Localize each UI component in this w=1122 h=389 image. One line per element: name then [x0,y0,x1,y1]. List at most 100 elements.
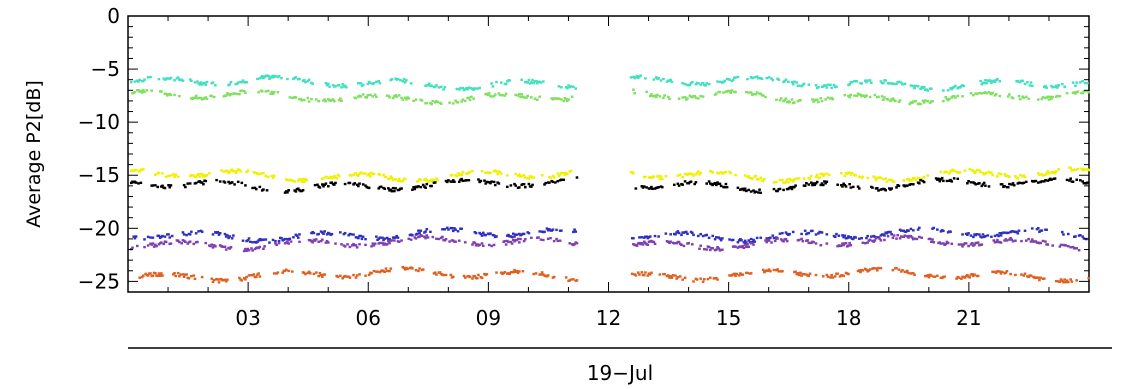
data-point [444,273,448,277]
data-point [460,173,463,177]
data-point [512,271,515,274]
data-point [1087,277,1090,280]
data-point [1022,174,1026,177]
data-point [825,180,829,183]
data-point [515,269,519,273]
data-point [546,274,550,277]
data-point [970,241,974,245]
data-point [383,237,387,240]
data-point [471,277,474,280]
data-point [737,239,741,242]
data-point [912,272,915,275]
data-point [188,182,192,185]
data-point [552,239,556,243]
data-point [1065,279,1069,282]
data-point [262,76,265,80]
data-point [474,231,478,235]
data-point [1040,180,1044,183]
data-point [782,240,785,243]
data-point [214,84,217,87]
data-point [836,272,839,275]
data-point [907,271,910,275]
data-point [1011,96,1015,100]
data-point [918,182,921,185]
data-point [820,99,824,103]
data-point [650,93,653,96]
data-point [793,80,796,83]
data-point [299,97,302,101]
data-point [530,81,533,84]
data-point [355,274,359,277]
data-point [1060,279,1064,282]
data-point [690,81,694,84]
data-point [683,96,687,99]
data-point [454,228,457,231]
data-point [330,181,334,184]
data-point [1024,180,1028,184]
data-point [384,175,388,179]
data-point [448,240,451,243]
data-point [178,275,181,278]
data-point [741,244,745,248]
data-point [974,170,978,174]
data-point [747,245,751,249]
data-point [179,273,182,276]
data-point [855,80,859,83]
data-point [401,98,405,101]
data-point [897,184,901,188]
data-point [705,233,708,237]
data-point [980,83,984,86]
data-point [245,81,248,84]
data-point [895,186,898,189]
data-point [741,187,745,190]
data-point [716,181,719,184]
y-tick-label: 0 [107,4,120,28]
data-point [1030,227,1034,230]
data-point [405,98,408,101]
data-point [134,168,138,172]
data-point [853,94,856,97]
data-point [263,245,266,248]
data-point [516,174,520,177]
data-point [161,172,164,175]
data-point [188,233,192,236]
data-point [993,80,997,83]
data-point [521,270,525,273]
data-point [778,187,782,191]
data-point [573,242,576,246]
data-point [881,98,885,101]
data-point [274,74,277,78]
data-point [775,180,778,184]
data-point [217,281,221,284]
data-point [241,239,245,242]
data-point [193,96,197,100]
data-point [503,239,507,243]
data-point [544,181,548,185]
data-point [414,268,418,272]
data-point [388,177,391,180]
data-point [524,185,527,189]
data-point [857,187,861,190]
data-point [666,274,670,277]
data-point [314,98,318,101]
data-point [747,188,751,192]
data-point [1069,278,1072,281]
data-point [705,248,708,251]
data-point [472,88,475,91]
data-point [271,238,275,242]
data-point [435,177,438,180]
data-point [567,98,570,101]
data-point [791,230,795,234]
data-point [746,271,749,275]
data-point [1038,173,1041,177]
data-point [782,99,785,103]
data-point [1081,180,1084,183]
data-point [160,272,163,275]
data-point [945,179,949,183]
data-point [272,272,276,275]
data-point [280,236,283,240]
data-point [998,270,1002,273]
data-point [425,234,429,237]
data-point [160,90,163,93]
data-point [669,233,672,236]
